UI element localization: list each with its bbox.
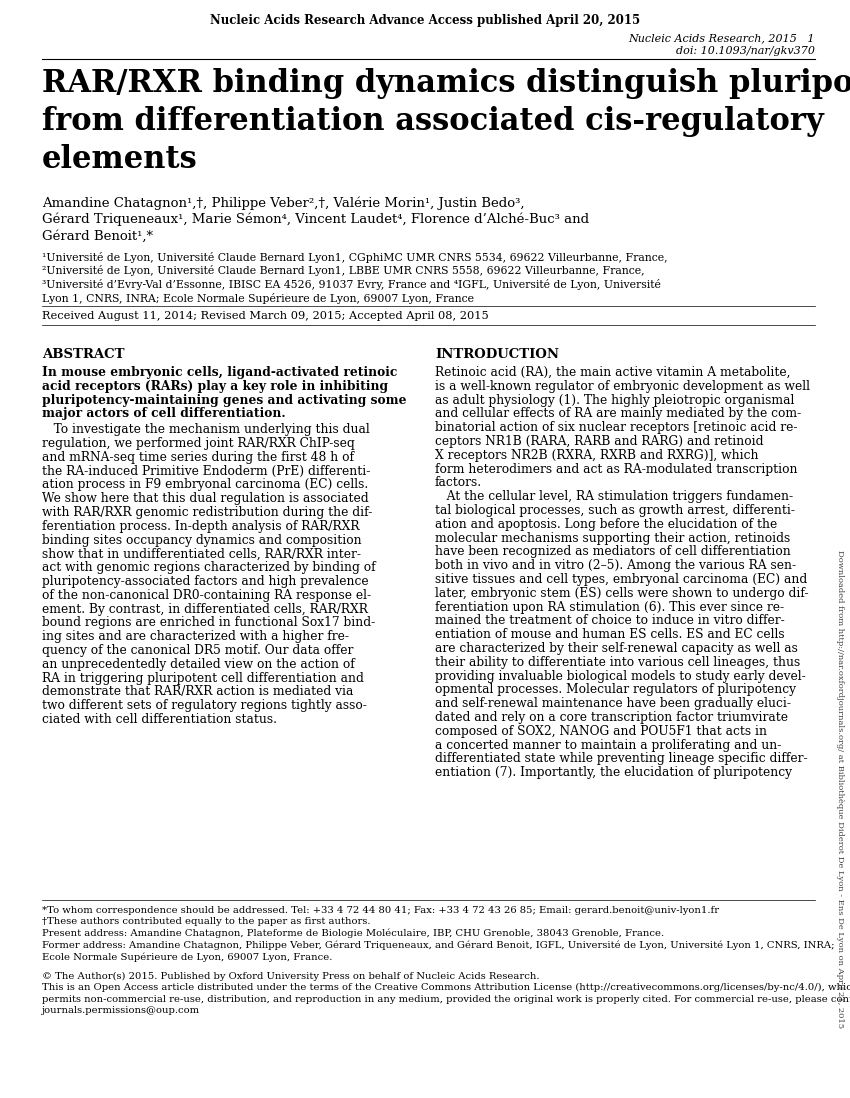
Text: pluripotency-associated factors and high prevalence: pluripotency-associated factors and high…	[42, 575, 369, 589]
Text: ferentiation upon RA stimulation (6). This ever since re-: ferentiation upon RA stimulation (6). Th…	[435, 601, 784, 614]
Text: Ecole Normale Supérieure de Lyon, 69007 Lyon, France.: Ecole Normale Supérieure de Lyon, 69007 …	[42, 952, 332, 962]
Text: a concerted manner to maintain a proliferating and un-: a concerted manner to maintain a prolife…	[435, 739, 781, 752]
Text: molecular mechanisms supporting their action, retinoids: molecular mechanisms supporting their ac…	[435, 531, 790, 545]
Text: X receptors NR2B (RXRA, RXRB and RXRG)], which: X receptors NR2B (RXRA, RXRB and RXRG)],…	[435, 449, 758, 462]
Text: To investigate the mechanism underlying this dual: To investigate the mechanism underlying …	[42, 423, 370, 436]
Text: In mouse embryonic cells, ligand-activated retinoic: In mouse embryonic cells, ligand-activat…	[42, 366, 397, 379]
Text: sitive tissues and cell types, embryonal carcinoma (EC) and: sitive tissues and cell types, embryonal…	[435, 573, 808, 586]
Text: regulation, we performed joint RAR/RXR ChIP-seq: regulation, we performed joint RAR/RXR C…	[42, 437, 354, 450]
Text: with RAR/RXR genomic redistribution during the dif-: with RAR/RXR genomic redistribution duri…	[42, 506, 372, 519]
Text: Amandine Chatagnon¹,†, Philippe Veber²,†, Valérie Morin¹, Justin Bedo³,: Amandine Chatagnon¹,†, Philippe Veber²,†…	[42, 197, 524, 210]
Text: both in vivo and in vitro (2–5). Among the various RA sen-: both in vivo and in vitro (2–5). Among t…	[435, 559, 796, 572]
Text: We show here that this dual regulation is associated: We show here that this dual regulation i…	[42, 492, 369, 505]
Text: have been recognized as mediators of cell differentiation: have been recognized as mediators of cel…	[435, 546, 790, 559]
Text: Nucleic Acids Research, 2015   1: Nucleic Acids Research, 2015 1	[628, 33, 815, 43]
Text: binatorial action of six nuclear receptors [retinoic acid re-: binatorial action of six nuclear recepto…	[435, 422, 797, 434]
Text: doi: 10.1093/nar/gkv370: doi: 10.1093/nar/gkv370	[676, 46, 815, 56]
Text: and self-renewal maintenance have been gradually eluci-: and self-renewal maintenance have been g…	[435, 697, 791, 710]
Text: ation and apoptosis. Long before the elucidation of the: ation and apoptosis. Long before the elu…	[435, 518, 777, 530]
Text: ²Université de Lyon, Université Claude Bernard Lyon1, LBBE UMR CNRS 5558, 69622 : ²Université de Lyon, Université Claude B…	[42, 266, 644, 277]
Text: dated and rely on a core transcription factor triumvirate: dated and rely on a core transcription f…	[435, 712, 788, 724]
Text: elements: elements	[42, 144, 198, 175]
Text: and cellular effects of RA are mainly mediated by the com-: and cellular effects of RA are mainly me…	[435, 407, 802, 421]
Text: entiation of mouse and human ES cells. ES and EC cells: entiation of mouse and human ES cells. E…	[435, 628, 785, 641]
Text: ³Université d’Evry-Val d’Essonne, IBISC EA 4526, 91037 Evry, France and ⁴IGFL, U: ³Université d’Evry-Val d’Essonne, IBISC …	[42, 279, 661, 290]
Text: from differentiation associated cis-regulatory: from differentiation associated cis-regu…	[42, 107, 824, 137]
Text: composed of SOX2, NANOG and POU5F1 that acts in: composed of SOX2, NANOG and POU5F1 that …	[435, 725, 767, 738]
Text: ing sites and are characterized with a higher fre-: ing sites and are characterized with a h…	[42, 630, 349, 643]
Text: act with genomic regions characterized by binding of: act with genomic regions characterized b…	[42, 561, 376, 574]
Text: © The Author(s) 2015. Published by Oxford University Press on behalf of Nucleic : © The Author(s) 2015. Published by Oxfor…	[42, 972, 540, 981]
Text: RAR/RXR binding dynamics distinguish pluripotency: RAR/RXR binding dynamics distinguish plu…	[42, 68, 850, 99]
Text: †These authors contributed equally to the paper as first authors.: †These authors contributed equally to th…	[42, 918, 371, 927]
Text: show that in undifferentiated cells, RAR/RXR inter-: show that in undifferentiated cells, RAR…	[42, 548, 361, 560]
Text: *To whom correspondence should be addressed. Tel: +33 4 72 44 80 41; Fax: +33 4 : *To whom correspondence should be addres…	[42, 906, 719, 915]
Text: major actors of cell differentiation.: major actors of cell differentiation.	[42, 407, 286, 421]
Text: their ability to differentiate into various cell lineages, thus: their ability to differentiate into vari…	[435, 656, 800, 669]
Text: is a well-known regulator of embryonic development as well: is a well-known regulator of embryonic d…	[435, 380, 810, 393]
Text: mained the treatment of choice to induce in vitro differ-: mained the treatment of choice to induce…	[435, 615, 785, 627]
Text: ferentiation process. In-depth analysis of RAR/RXR: ferentiation process. In-depth analysis …	[42, 519, 360, 533]
Text: the RA-induced Primitive Endoderm (PrE) differenti-: the RA-induced Primitive Endoderm (PrE) …	[42, 464, 371, 478]
Text: journals.permissions@oup.com: journals.permissions@oup.com	[42, 1006, 200, 1015]
Text: Present address: Amandine Chatagnon, Plateforme de Biologie Moléculaire, IBP, CH: Present address: Amandine Chatagnon, Pla…	[42, 929, 664, 939]
Text: form heterodimers and act as RA-modulated transcription: form heterodimers and act as RA-modulate…	[435, 462, 797, 475]
Text: providing invaluable biological models to study early devel-: providing invaluable biological models t…	[435, 670, 806, 683]
Text: Retinoic acid (RA), the main active vitamin A metabolite,: Retinoic acid (RA), the main active vita…	[435, 366, 790, 379]
Text: Downloaded from http://nar.oxfordjournals.org/ at Bibliothèque Diderot De Lyon -: Downloaded from http://nar.oxfordjournal…	[836, 550, 844, 1028]
Text: ciated with cell differentiation status.: ciated with cell differentiation status.	[42, 713, 277, 726]
Text: as adult physiology (1). The highly pleiotropic organismal: as adult physiology (1). The highly plei…	[435, 393, 795, 406]
Text: opmental processes. Molecular regulators of pluripotency: opmental processes. Molecular regulators…	[435, 683, 796, 696]
Text: bound regions are enriched in functional Sox17 bind-: bound regions are enriched in functional…	[42, 616, 375, 629]
Text: This is an Open Access article distributed under the terms of the Creative Commo: This is an Open Access article distribut…	[42, 983, 850, 993]
Text: acid receptors (RARs) play a key role in inhibiting: acid receptors (RARs) play a key role in…	[42, 380, 388, 393]
Text: ¹Université de Lyon, Université Claude Bernard Lyon1, CGphiMC UMR CNRS 5534, 696: ¹Université de Lyon, Université Claude B…	[42, 253, 667, 264]
Text: factors.: factors.	[435, 477, 482, 490]
Text: an unprecedentedly detailed view on the action of: an unprecedentedly detailed view on the …	[42, 658, 354, 671]
Text: binding sites occupancy dynamics and composition: binding sites occupancy dynamics and com…	[42, 534, 361, 547]
Text: quency of the canonical DR5 motif. Our data offer: quency of the canonical DR5 motif. Our d…	[42, 645, 354, 657]
Text: INTRODUCTION: INTRODUCTION	[435, 348, 559, 361]
Text: differentiated state while preventing lineage specific differ-: differentiated state while preventing li…	[435, 752, 808, 765]
Text: of the non-canonical DR0-containing RA response el-: of the non-canonical DR0-containing RA r…	[42, 589, 371, 602]
Text: later, embryonic stem (ES) cells were shown to undergo dif-: later, embryonic stem (ES) cells were sh…	[435, 586, 808, 600]
Text: ABSTRACT: ABSTRACT	[42, 348, 124, 361]
Text: and mRNA-seq time series during the first 48 h of: and mRNA-seq time series during the firs…	[42, 451, 354, 463]
Text: Received August 11, 2014; Revised March 09, 2015; Accepted April 08, 2015: Received August 11, 2014; Revised March …	[42, 311, 489, 321]
Text: tal biological processes, such as growth arrest, differenti-: tal biological processes, such as growth…	[435, 504, 795, 517]
Text: entiation (7). Importantly, the elucidation of pluripotency: entiation (7). Importantly, the elucidat…	[435, 766, 792, 780]
Text: two different sets of regulatory regions tightly asso-: two different sets of regulatory regions…	[42, 699, 367, 713]
Text: ceptors NR1B (RARA, RARB and RARG) and retinoid: ceptors NR1B (RARA, RARB and RARG) and r…	[435, 435, 763, 448]
Text: ement. By contrast, in differentiated cells, RAR/RXR: ement. By contrast, in differentiated ce…	[42, 603, 368, 616]
Text: ation process in F9 embryonal carcinoma (EC) cells.: ation process in F9 embryonal carcinoma …	[42, 479, 368, 492]
Text: RA in triggering pluripotent cell differentiation and: RA in triggering pluripotent cell differ…	[42, 672, 364, 684]
Text: Gérard Benoit¹,*: Gérard Benoit¹,*	[42, 229, 153, 243]
Text: demonstrate that RAR/RXR action is mediated via: demonstrate that RAR/RXR action is media…	[42, 685, 354, 698]
Text: Nucleic Acids Research Advance Access published April 20, 2015: Nucleic Acids Research Advance Access pu…	[210, 14, 640, 27]
Text: Lyon 1, CNRS, INRA; Ecole Normale Supérieure de Lyon, 69007 Lyon, France: Lyon 1, CNRS, INRA; Ecole Normale Supéri…	[42, 292, 474, 303]
Text: are characterized by their self-renewal capacity as well as: are characterized by their self-renewal …	[435, 642, 798, 656]
Text: permits non-commercial re-use, distribution, and reproduction in any medium, pro: permits non-commercial re-use, distribut…	[42, 995, 850, 1004]
Text: Gérard Triqueneaux¹, Marie Sémon⁴, Vincent Laudet⁴, Florence d’Alché-Buc³ and: Gérard Triqueneaux¹, Marie Sémon⁴, Vince…	[42, 213, 589, 226]
Text: At the cellular level, RA stimulation triggers fundamen-: At the cellular level, RA stimulation tr…	[435, 490, 793, 503]
Text: Former address: Amandine Chatagnon, Philippe Veber, Gérard Triqueneaux, and Géra: Former address: Amandine Chatagnon, Phil…	[42, 941, 835, 950]
Text: pluripotency-maintaining genes and activating some: pluripotency-maintaining genes and activ…	[42, 393, 406, 406]
